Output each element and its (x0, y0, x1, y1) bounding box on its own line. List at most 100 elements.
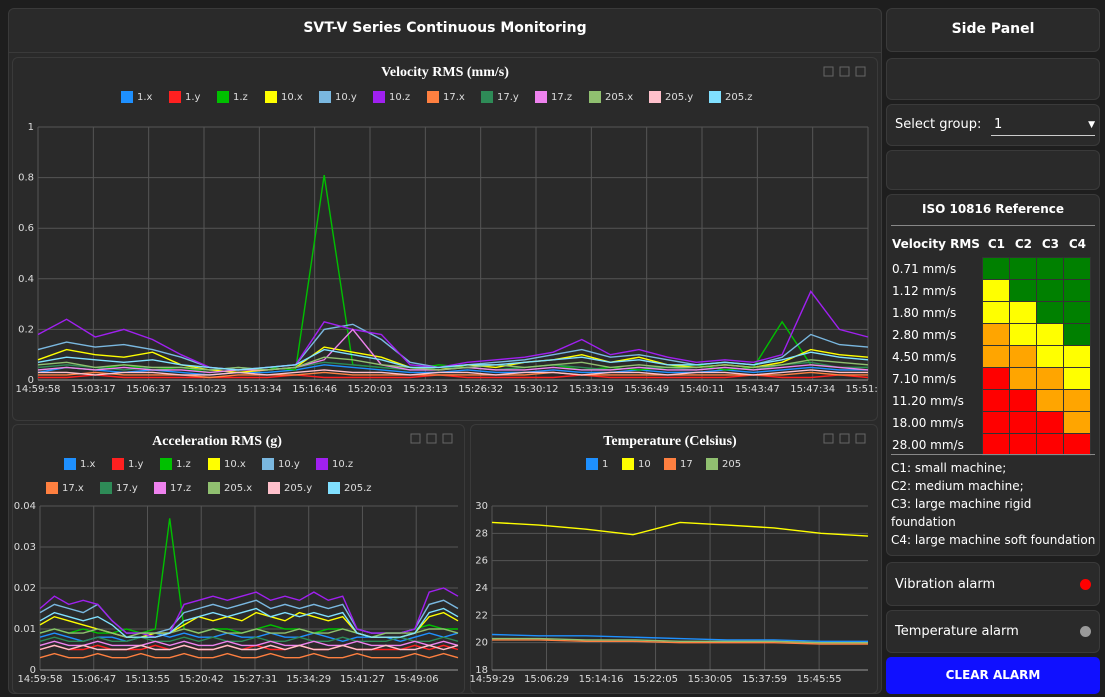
legend-label: 17.z (551, 92, 572, 103)
x-tick-label: 15:49:06 (394, 674, 439, 685)
clear-alarm-button[interactable]: CLEAR ALARM (886, 657, 1100, 694)
y-tick-label: 22 (475, 610, 488, 621)
select-label: Select group: (895, 117, 982, 132)
legend-label: 17.y (497, 92, 519, 103)
series-line (491, 633, 868, 642)
legend-swatch (64, 458, 76, 470)
iso-zone-cell (1009, 257, 1038, 280)
alarm-label: Vibration alarm (895, 576, 996, 592)
series-line (38, 369, 868, 376)
legend-label: 10.z (389, 92, 410, 103)
legend-swatch (154, 482, 166, 494)
legend-swatch (649, 91, 661, 103)
y-tick-label: 0.8 (18, 173, 34, 184)
iso-row: 0.71 mm/s (891, 257, 1092, 280)
legend-label: 17.x (62, 483, 84, 494)
iso-column-header: C2 (1014, 237, 1032, 251)
iso-zone-cell (1009, 389, 1038, 412)
legend-swatch (316, 458, 328, 470)
alarm-indicator (1080, 626, 1091, 637)
legend-label: 10.x (281, 92, 303, 103)
side-title: Side Panel (951, 21, 1035, 37)
legend-label: 205.y (665, 92, 693, 103)
x-tick-label: 15:36:49 (624, 384, 669, 395)
x-tick-label: 15:03:17 (71, 384, 116, 395)
x-tick-label: 15:40:11 (680, 384, 725, 395)
iso-header-row: Velocity RMS C1 C2 C3 C4 (891, 231, 1091, 258)
iso-zone-cell (982, 323, 1011, 346)
legend-swatch (208, 458, 220, 470)
legend-label: 17 (680, 459, 693, 470)
iso-divider (891, 225, 1095, 226)
iso-zone-cell (1009, 323, 1038, 346)
legend-label: 205.z (344, 483, 372, 494)
x-tick-label: 15:34:29 (286, 674, 331, 685)
iso-zone-cell (1009, 433, 1038, 456)
legend-label: 10.z (332, 459, 353, 470)
iso-zone-cell (1063, 411, 1092, 434)
header-divider (8, 52, 882, 53)
iso-zone-cell (982, 257, 1011, 280)
iso-row: 18.00 mm/s (891, 411, 1092, 434)
side-blank (886, 150, 1100, 190)
iso-zone-cell (1036, 389, 1065, 412)
legend-label: 1.z (233, 92, 248, 103)
series-line (37, 290, 869, 371)
legend-label: 17.x (443, 92, 465, 103)
legend-label: 205 (722, 459, 741, 470)
iso-column-header: C1 (987, 237, 1005, 251)
x-tick-label: 15:16:46 (292, 384, 337, 395)
legend-swatch (328, 482, 340, 494)
iso-row: 28.00 mm/s (891, 433, 1092, 456)
iso-zone-cell (1063, 367, 1092, 390)
series-line (37, 348, 869, 371)
legend-swatch (46, 482, 58, 494)
legend-swatch (262, 458, 274, 470)
legend-swatch (268, 482, 280, 494)
y-tick-label: 1 (28, 122, 34, 133)
group-select[interactable]: 1 ▼ (991, 114, 1095, 136)
iso-zone-cell (982, 411, 1011, 434)
iso-zone-cell (1063, 323, 1092, 346)
iso-divider (891, 454, 1095, 455)
iso-notes: C1: small machine; C2: medium machine; C3:… (891, 459, 1099, 549)
iso-row-label: 28.00 mm/s (892, 437, 964, 452)
series-line (39, 628, 459, 638)
y-tick-label: 28 (475, 528, 488, 539)
series-line (39, 644, 459, 651)
y-tick-label: 0 (28, 375, 34, 386)
iso-column-header: Velocity RMS (892, 237, 980, 252)
x-tick-label: 15:30:12 (514, 384, 559, 395)
series-line (39, 607, 459, 638)
iso-row-label: 18.00 mm/s (892, 415, 964, 430)
iso-row-label: 1.12 mm/s (892, 283, 957, 298)
iso-zone-cell (1063, 389, 1092, 412)
x-tick-label: 15:10:23 (182, 384, 227, 395)
iso-row-label: 0.71 mm/s (892, 261, 957, 276)
iso-zone-cell (1009, 301, 1038, 324)
legend-swatch (112, 458, 124, 470)
y-tick-label: 0.03 (14, 542, 36, 553)
y-tick-label: 26 (475, 556, 488, 567)
iso-zone-cell (1036, 257, 1065, 280)
toolbar-icon (823, 433, 834, 444)
legend-label: 205.x (224, 483, 252, 494)
iso-zone-cell (1063, 257, 1092, 280)
y-tick-label: 0.2 (18, 324, 34, 335)
toolbar-icon (855, 66, 866, 77)
x-tick-label: 15:30:05 (688, 674, 733, 685)
temperature-alarm: Temperature alarm (886, 610, 1100, 653)
side-blank (886, 58, 1100, 100)
y-tick-label: 0 (30, 665, 36, 676)
y-tick-label: 0.01 (14, 624, 36, 635)
iso-column-header: C3 (1041, 237, 1059, 251)
iso-zone-cell (982, 279, 1011, 302)
x-tick-label: 15:41:27 (340, 674, 385, 685)
legend-label: 17.y (116, 483, 138, 494)
x-tick-label: 15:33:19 (569, 384, 614, 395)
series-line (39, 636, 459, 643)
series-line (37, 356, 869, 371)
iso-zone-cell (1063, 279, 1092, 302)
iso-zone-cell (1009, 279, 1038, 302)
alarm-label: Temperature alarm (895, 624, 1019, 639)
